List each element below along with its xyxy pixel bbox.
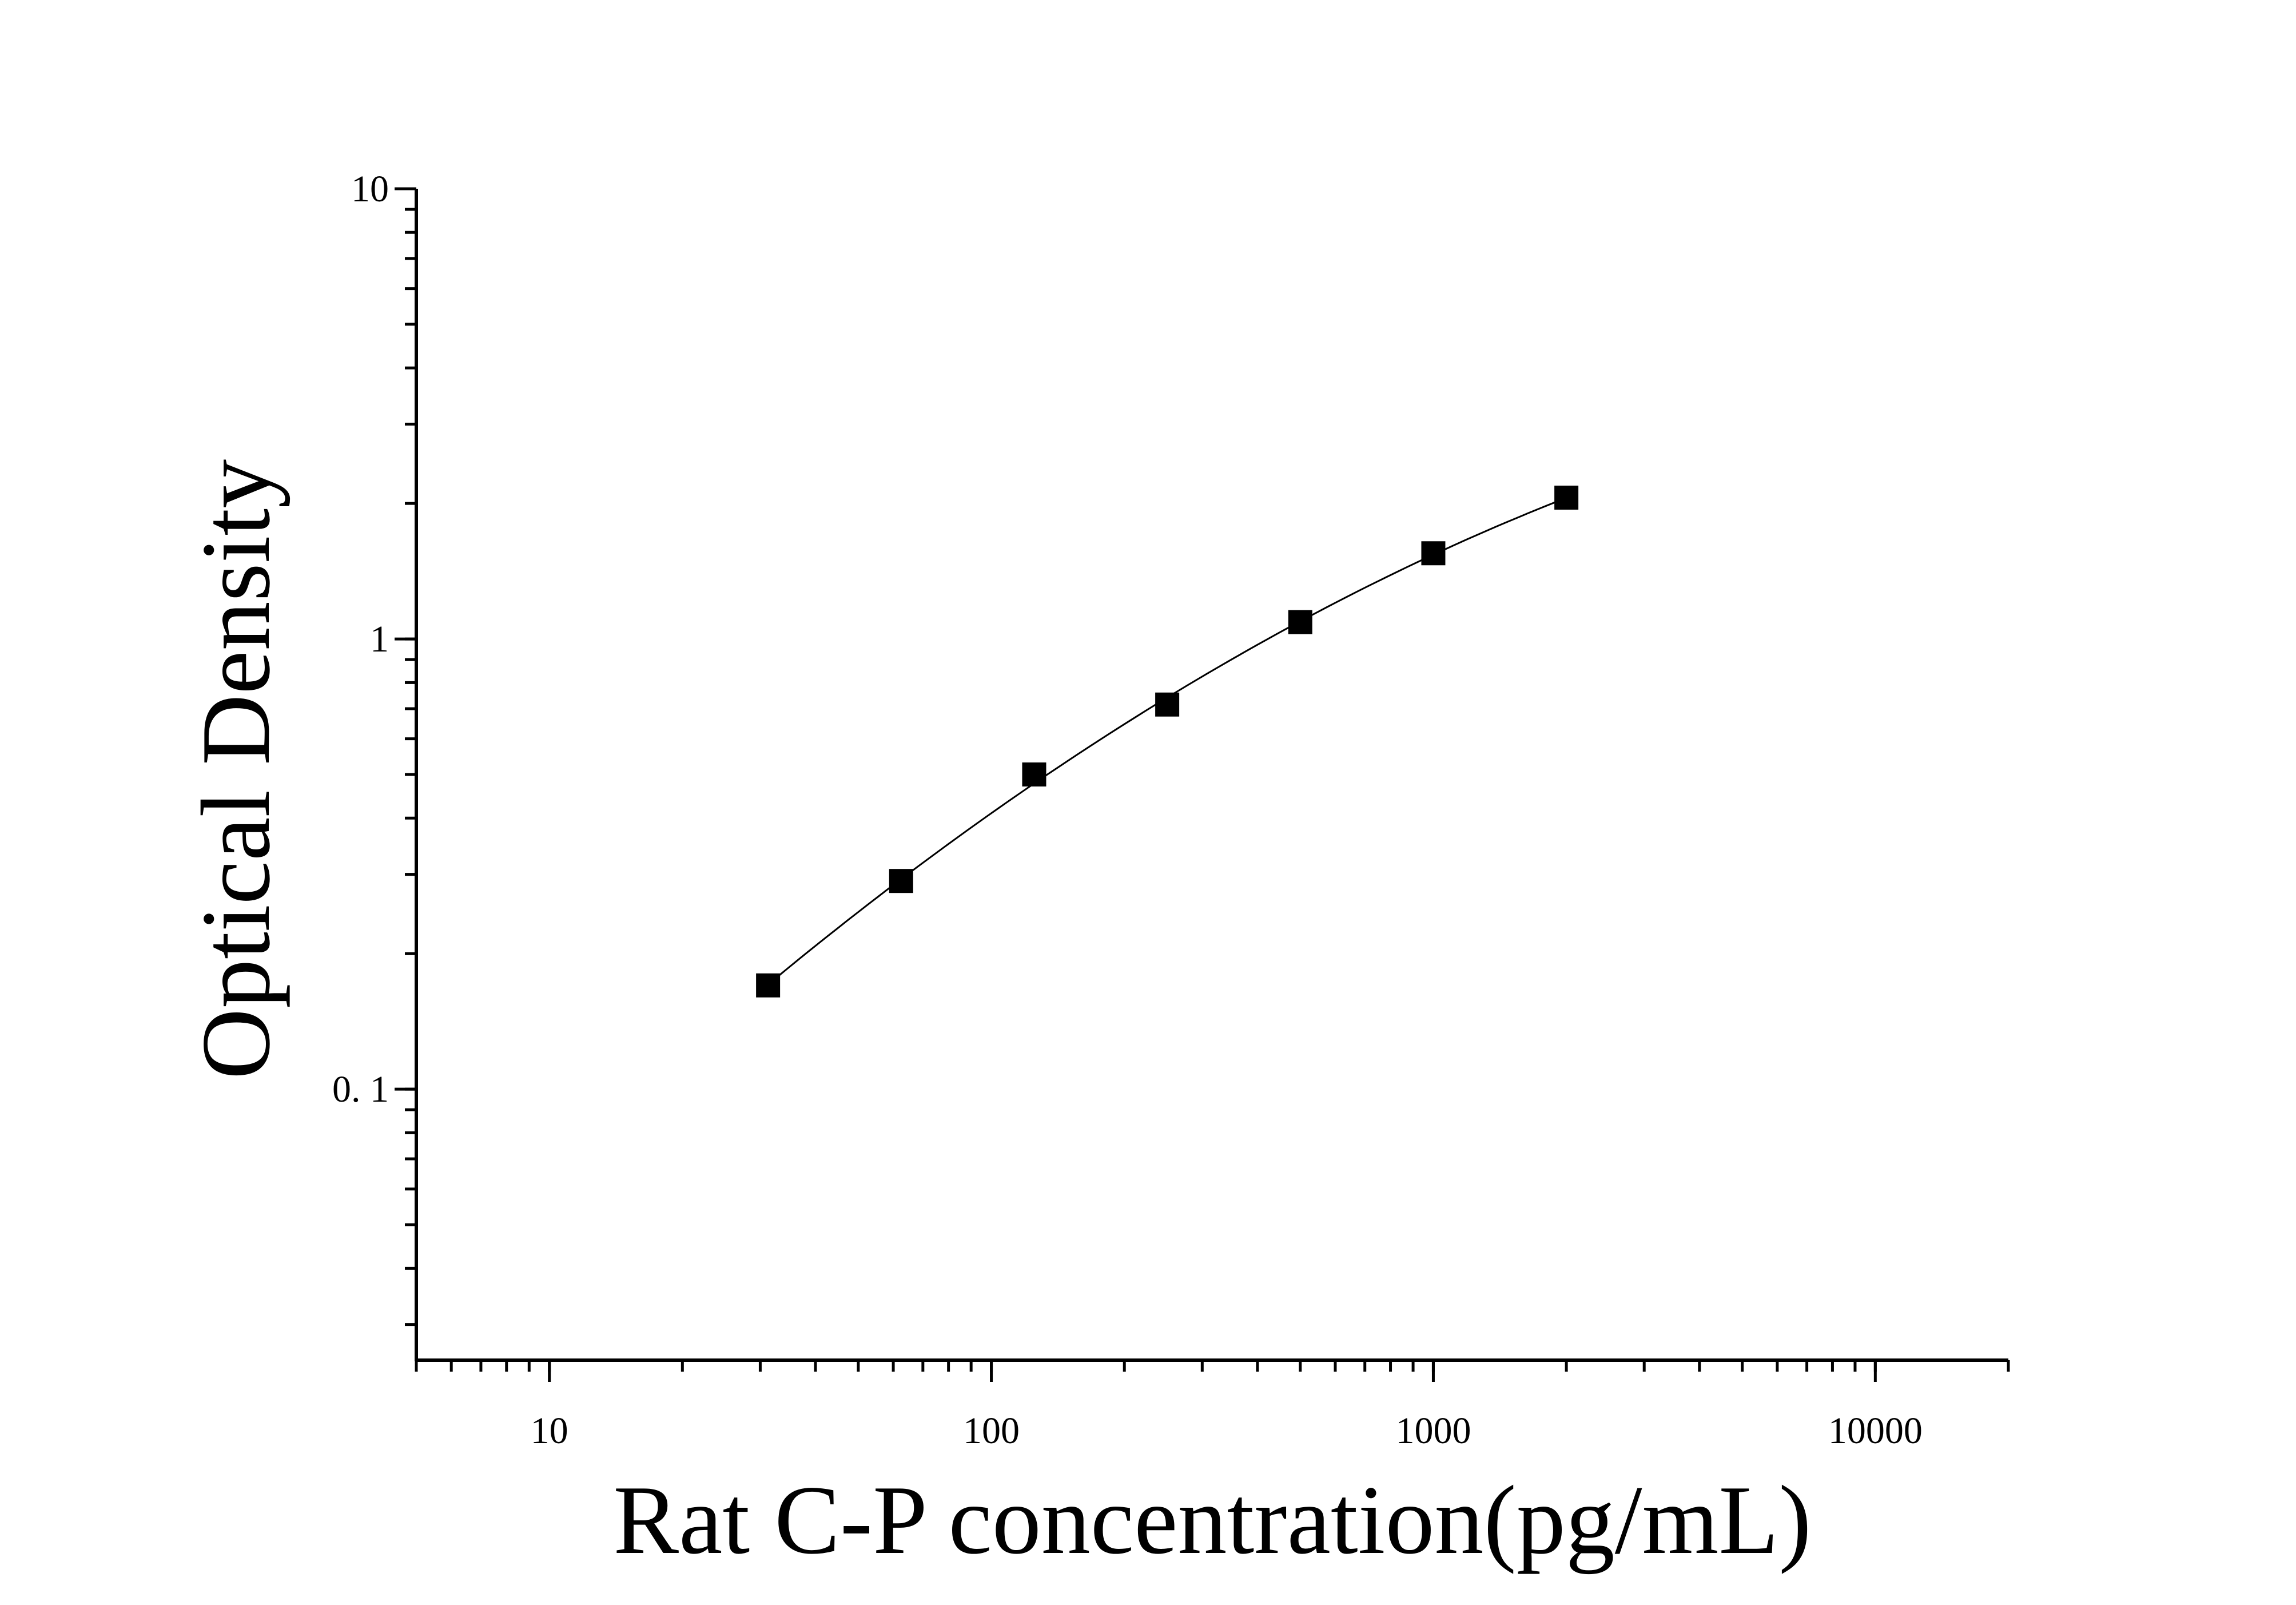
y-tick-label: 10: [351, 168, 389, 210]
y-tick-label: 0. 1: [332, 1068, 389, 1110]
fit-curve: [767, 497, 1567, 986]
data-point: [1288, 610, 1312, 634]
data-point: [1554, 486, 1579, 510]
data-point: [1155, 692, 1180, 717]
y-axis-title: Optical Density: [182, 459, 291, 1079]
x-tick-label: 10000: [1828, 1410, 1923, 1452]
x-tick-label: 1000: [1395, 1410, 1471, 1452]
minor-ticks: [405, 187, 2010, 1372]
major-ticks: [395, 187, 1877, 1382]
data-points: [756, 486, 1579, 998]
data-point: [1421, 541, 1446, 566]
x-tick-label: 100: [963, 1410, 1020, 1452]
x-tick-label: 10: [531, 1410, 568, 1452]
x-axis-title: Rat C-P concentration(pg/mL): [613, 1466, 1811, 1575]
axes: [415, 189, 2008, 1362]
data-point: [889, 869, 913, 893]
data-point: [1022, 762, 1046, 786]
data-point: [756, 973, 781, 998]
y-tick-label: 1: [370, 618, 389, 660]
tick-labels: 10 100 1000 10000 0. 1 1 10: [332, 168, 1923, 1452]
